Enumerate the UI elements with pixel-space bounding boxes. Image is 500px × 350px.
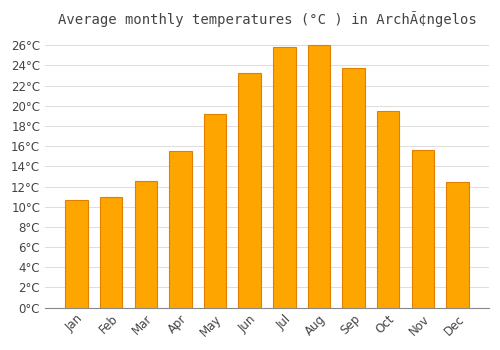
Bar (308, 45, 330, 308)
Bar (412, 150, 434, 308)
Bar (169, 151, 192, 308)
Bar (134, 182, 157, 308)
Bar (273, 47, 295, 308)
Title: Average monthly temperatures (°C ) in ArchÃ¢ngelos: Average monthly temperatures (°C ) in Ar… (58, 11, 476, 27)
Bar (204, 114, 227, 308)
Bar (377, 111, 400, 308)
Bar (342, 69, 365, 308)
Bar (446, 182, 468, 308)
Bar (238, 72, 261, 308)
Bar (100, 197, 122, 308)
Bar (66, 199, 88, 308)
